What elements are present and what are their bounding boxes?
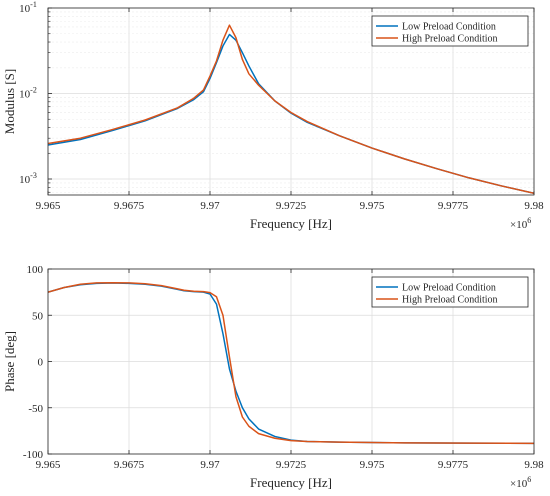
- x-tick-label: 9.9775: [438, 459, 469, 471]
- modulus-x-multiplier: ×106: [510, 216, 531, 231]
- phase-legend-box: [371, 276, 529, 308]
- phase-series-layer: [48, 281, 534, 445]
- series-line-high-preload: [48, 24, 534, 195]
- phase-legend-label-low: Low Preload Condition: [402, 283, 496, 294]
- x-tick-label: 9.97: [200, 459, 220, 471]
- y-tick-label: 0: [38, 357, 44, 369]
- phase-y-tick-labels: -100 -50 0 50 100: [23, 264, 44, 461]
- modulus-plot: 9.965 9.9675 9.97 9.9725 9.975 9.9775 9.98 10-…: [2, 0, 544, 231]
- modulus-x-tick-labels: 9.965 9.9675 9.97 9.9725 9.975 9.9775 9.98: [36, 200, 545, 212]
- phase-y-axis-label: Phase [deg]: [2, 331, 17, 392]
- x-tick-label: 9.965: [36, 200, 61, 212]
- series-line-high-preload: [48, 281, 534, 445]
- x-tick-label: 9.9675: [114, 459, 145, 471]
- phase-x-multiplier: ×106: [510, 475, 531, 490]
- x-tick-label: 9.98: [524, 200, 544, 212]
- phase-x-tick-labels: 9.965 9.9675 9.97 9.9725 9.975 9.9775 9.98: [36, 459, 545, 471]
- y-tick-label: -50: [28, 403, 43, 415]
- y-tick-label: 10-1: [19, 0, 37, 15]
- x-tick-label: 9.97: [200, 200, 220, 212]
- x-tick-label: 9.975: [360, 459, 385, 471]
- phase-legend: Low Preload Condition High Preload Condi…: [371, 276, 529, 308]
- phase-plot: 9.965 9.9675 9.97 9.9725 9.975 9.9775 9.98 -10…: [2, 264, 544, 490]
- x-tick-label: 9.9725: [276, 200, 307, 212]
- y-tick-label: 10-2: [19, 86, 37, 101]
- y-tick-label: 50: [32, 310, 44, 322]
- modulus-y-axis-label: Modulus [S]: [2, 69, 17, 134]
- x-tick-label: 9.9675: [114, 200, 145, 212]
- x-tick-label: 9.965: [36, 459, 61, 471]
- phase-legend-label-high: High Preload Condition: [402, 295, 498, 306]
- modulus-legend-box: [371, 15, 529, 47]
- x-tick-label: 9.98: [524, 459, 544, 471]
- modulus-legend: Low Preload Condition High Preload Condi…: [371, 15, 529, 47]
- y-tick-label: 10-3: [19, 171, 37, 186]
- modulus-y-tick-labels: 10-3 10-2 10-1: [19, 0, 37, 186]
- phase-x-axis-label: Frequency [Hz]: [250, 475, 332, 490]
- phase-ticks: [47, 268, 535, 455]
- modulus-series-layer: [48, 24, 534, 195]
- x-tick-label: 9.9775: [438, 200, 469, 212]
- y-tick-label: 100: [27, 264, 44, 276]
- x-tick-label: 9.9725: [276, 459, 307, 471]
- modulus-legend-label-high: High Preload Condition: [402, 34, 498, 45]
- modulus-legend-label-low: Low Preload Condition: [402, 22, 496, 33]
- x-tick-label: 9.975: [360, 200, 385, 212]
- modulus-ticks: [47, 7, 535, 195]
- y-tick-label: -100: [23, 449, 44, 461]
- modulus-x-axis-label: Frequency [Hz]: [250, 216, 332, 231]
